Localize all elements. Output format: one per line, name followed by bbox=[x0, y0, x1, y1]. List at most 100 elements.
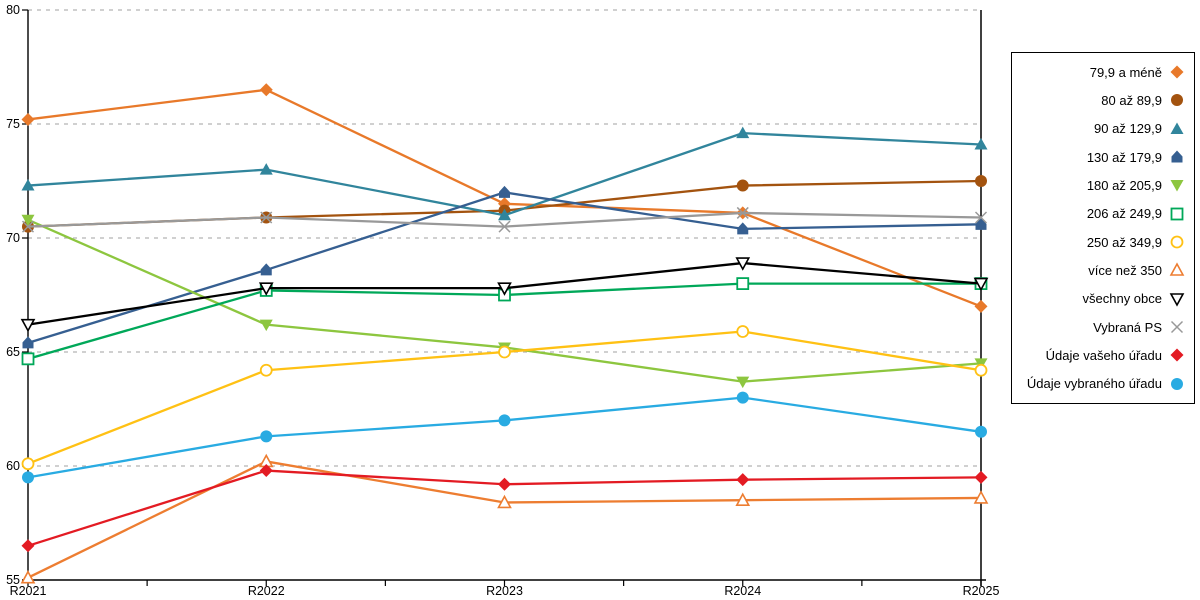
square-open-marker-icon bbox=[21, 352, 35, 366]
series-3 bbox=[21, 126, 988, 221]
circle-open-marker-icon bbox=[21, 457, 35, 471]
legend-item: všechny obce bbox=[1016, 291, 1185, 307]
x-tick-label: R2023 bbox=[486, 584, 523, 598]
circle-marker-icon bbox=[736, 391, 749, 404]
legend-item: 90 až 129,9 bbox=[1016, 121, 1185, 137]
diamond-icon bbox=[1170, 65, 1184, 79]
triangle-up-marker-icon bbox=[736, 126, 750, 139]
legend-label: Údaje vybraného úřadu bbox=[1026, 376, 1162, 392]
circle-open-marker-icon bbox=[259, 363, 273, 377]
legend-label: 206 až 249,9 bbox=[1086, 206, 1162, 222]
x-marker-icon bbox=[260, 211, 273, 224]
diamond-marker-icon bbox=[974, 470, 988, 484]
y-tick-label: 80 bbox=[6, 3, 20, 17]
series-4 bbox=[22, 185, 987, 349]
legend-item: 206 až 249,9 bbox=[1016, 206, 1185, 222]
triangle-down-marker-icon bbox=[736, 376, 750, 389]
triangle-up-open-marker-icon bbox=[497, 494, 512, 509]
series-12 bbox=[22, 391, 987, 484]
pentagon-icon bbox=[1171, 150, 1183, 163]
circle-open-marker-icon bbox=[498, 345, 511, 359]
triangle-up-marker-icon bbox=[21, 179, 35, 191]
series-8 bbox=[20, 453, 989, 584]
circle-marker-icon bbox=[736, 179, 749, 192]
pentagon-marker-icon bbox=[975, 217, 987, 230]
diamond-marker-icon bbox=[498, 477, 511, 491]
circle-marker-icon bbox=[498, 414, 511, 427]
diamond-marker-icon bbox=[259, 83, 273, 97]
circle-open-marker-icon bbox=[736, 325, 750, 338]
legend-item: Údaje vybraného úřadu bbox=[1016, 376, 1185, 392]
square-open-marker-icon bbox=[1170, 207, 1184, 221]
triangle-up-open-marker-icon bbox=[735, 492, 751, 506]
x-tick-label: R2021 bbox=[10, 584, 47, 598]
y-tick-label: 60 bbox=[6, 459, 20, 473]
square-open-icon bbox=[1170, 207, 1184, 221]
circle-open-marker-icon bbox=[974, 363, 988, 377]
x-icon bbox=[1170, 321, 1184, 334]
legend-item: 180 až 205,9 bbox=[1016, 177, 1185, 193]
legend-item: více než 350 bbox=[1016, 262, 1185, 278]
legend-label: 80 až 89,9 bbox=[1101, 92, 1162, 108]
diamond-marker-icon bbox=[974, 299, 988, 313]
triangle-down-open-marker-icon bbox=[1169, 292, 1185, 307]
triangle-down-open-marker-icon bbox=[258, 282, 274, 296]
triangle-down-icon bbox=[1170, 180, 1184, 192]
x-marker-icon bbox=[1170, 321, 1184, 334]
triangle-up-marker-icon bbox=[498, 208, 511, 221]
circle-marker-icon bbox=[1171, 94, 1183, 107]
square-open-marker-icon bbox=[736, 277, 750, 291]
triangle-down-open-marker-icon bbox=[20, 318, 36, 333]
series-1 bbox=[21, 83, 988, 313]
triangle-down-marker-icon bbox=[1170, 180, 1184, 192]
legend-label: 90 až 129,9 bbox=[1094, 121, 1162, 137]
legend-label: 250 až 349,9 bbox=[1086, 234, 1162, 250]
legend-label: 130 až 179,9 bbox=[1086, 149, 1162, 165]
x-tick-label: R2022 bbox=[248, 584, 285, 598]
y-tick-label: 65 bbox=[6, 345, 20, 359]
diamond-icon bbox=[1170, 348, 1184, 362]
y-tick-label: 55 bbox=[6, 573, 20, 587]
y-tick-label: 75 bbox=[6, 117, 20, 131]
legend-label: Vybraná PS bbox=[1093, 319, 1162, 335]
circle-marker-icon bbox=[22, 471, 34, 484]
series-11 bbox=[21, 464, 988, 553]
circle-marker-icon bbox=[975, 175, 987, 187]
legend-item: 79,9 a méně bbox=[1016, 64, 1185, 80]
pentagon-marker-icon bbox=[737, 222, 749, 235]
circle-open-marker-icon bbox=[1170, 235, 1184, 249]
diamond-marker-icon bbox=[1170, 348, 1184, 362]
x-tick-label: R2024 bbox=[724, 584, 761, 598]
diamond-marker-icon bbox=[21, 112, 35, 126]
diamond-marker-icon bbox=[21, 539, 35, 553]
legend-label: Údaje vašeho úřadu bbox=[1045, 347, 1162, 363]
gridlines bbox=[28, 9, 978, 467]
series-9 bbox=[20, 257, 989, 333]
triangle-up-marker-icon bbox=[259, 163, 273, 175]
legend-item: 80 až 89,9 bbox=[1016, 92, 1185, 108]
triangle-down-open-marker-icon bbox=[735, 257, 751, 271]
triangle-up-marker-icon bbox=[1170, 122, 1184, 134]
pentagon-marker-icon bbox=[1171, 150, 1183, 163]
legend-label: všechny obce bbox=[1082, 291, 1163, 307]
circle-open-icon bbox=[1170, 235, 1184, 249]
pentagon-marker-icon bbox=[22, 336, 34, 349]
series-7 bbox=[21, 325, 988, 471]
circle-marker-icon bbox=[260, 430, 273, 443]
axes: 55 60 65 70 75 80 R2021 R2022 R2023 R2024 R2025 bbox=[6, 3, 999, 598]
triangle-down-open-icon bbox=[1169, 292, 1185, 307]
triangle-down-open-marker-icon bbox=[497, 282, 512, 296]
circle-icon bbox=[1171, 377, 1183, 390]
x-marker-icon bbox=[21, 220, 35, 233]
legend-item: Vybraná PS bbox=[1016, 319, 1185, 335]
triangle-down-marker-icon bbox=[21, 214, 35, 227]
pentagon-marker-icon bbox=[499, 185, 510, 198]
x-marker-icon bbox=[974, 211, 988, 224]
circle-marker-icon bbox=[1171, 377, 1183, 390]
legend-item: Údaje vašeho úřadu bbox=[1016, 347, 1185, 363]
diamond-marker-icon bbox=[259, 464, 273, 478]
legend-item: 130 až 179,9 bbox=[1016, 149, 1185, 165]
triangle-up-open-icon bbox=[1169, 262, 1185, 277]
